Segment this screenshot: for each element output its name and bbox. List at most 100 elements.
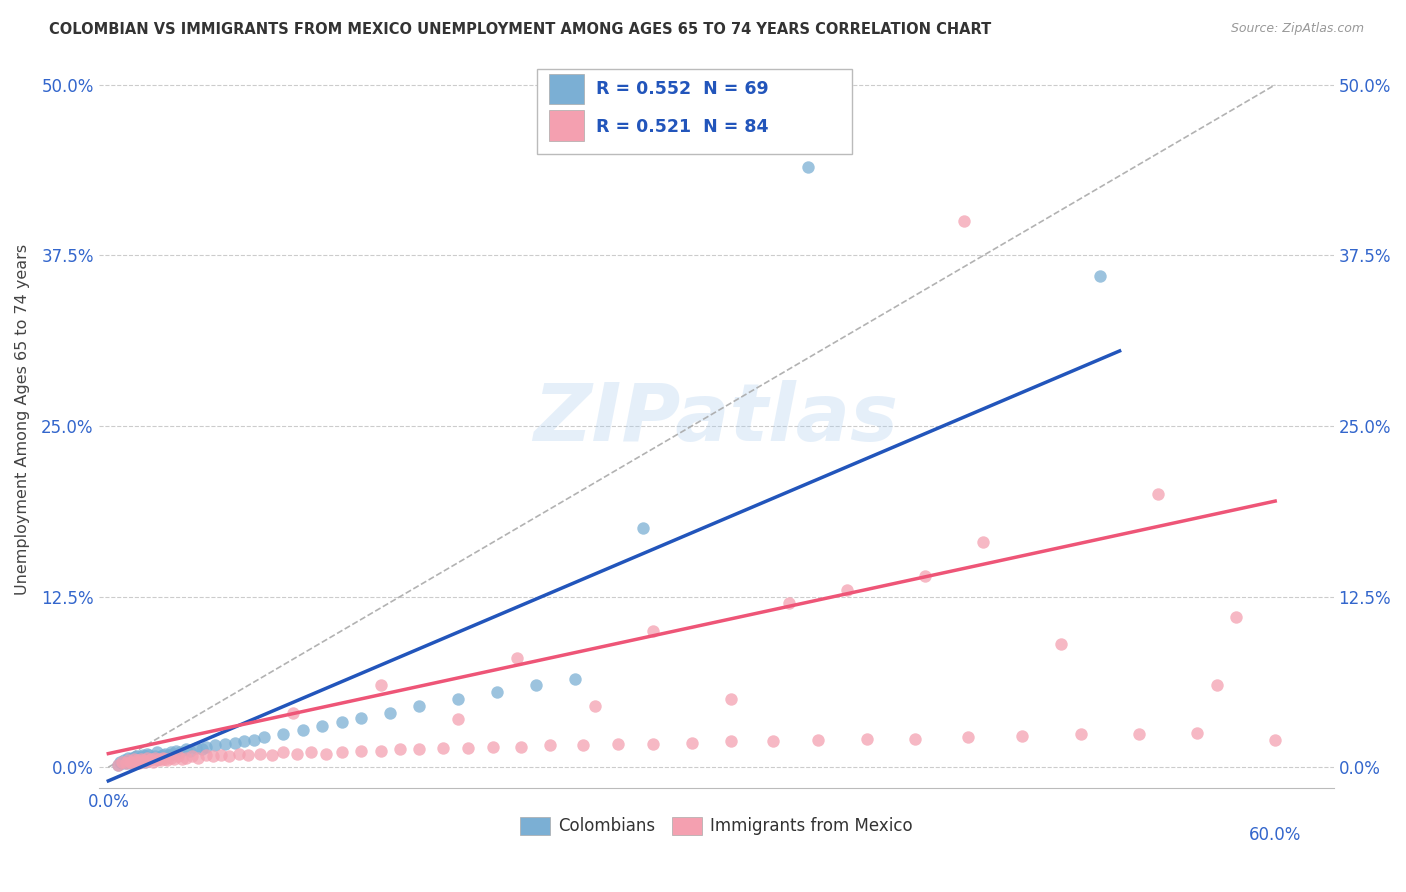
Point (855, 731, 877, 746)
Point (238, 747, 260, 762)
Point (107, 757, 129, 772)
Point (224, 736, 246, 750)
Point (538, 739, 561, 753)
Point (1050, 637, 1073, 651)
Point (797, 160, 820, 174)
Point (956, 730, 979, 744)
Point (583, 698, 606, 713)
Point (209, 747, 232, 762)
Point (153, 752, 176, 766)
Point (253, 730, 276, 744)
Text: 60.0%: 60.0% (1249, 826, 1302, 844)
Point (184, 741, 207, 756)
Point (720, 692, 742, 706)
Point (148, 752, 170, 766)
Point (273, 727, 295, 741)
Point (108, 755, 131, 769)
Point (118, 752, 141, 766)
Point (163, 752, 186, 766)
Point (181, 749, 204, 764)
Point (121, 750, 143, 764)
Point (121, 756, 143, 771)
Point (370, 744, 392, 758)
Point (169, 745, 191, 759)
Point (524, 678, 547, 692)
Point (134, 749, 156, 764)
Y-axis label: Unemployment Among Ages 65 to 74 years: Unemployment Among Ages 65 to 74 years (15, 244, 30, 595)
Point (124, 749, 146, 764)
Point (837, 582, 859, 597)
Point (1070, 727, 1092, 741)
Point (122, 752, 145, 766)
Point (778, 597, 800, 611)
Point (139, 752, 162, 766)
Point (350, 744, 373, 758)
Point (152, 750, 174, 764)
Text: COLOMBIAN VS IMMIGRANTS FROM MEXICO UNEMPLOYMENT AMONG AGES 65 TO 74 YEARS CORRE: COLOMBIAN VS IMMIGRANTS FROM MEXICO UNEM… (49, 22, 991, 37)
Point (681, 736, 703, 750)
Point (124, 755, 146, 769)
Point (218, 749, 240, 764)
Point (124, 755, 146, 769)
Point (111, 755, 134, 769)
Point (152, 747, 174, 762)
Point (149, 749, 172, 764)
Point (249, 747, 271, 761)
Point (132, 753, 155, 767)
Point (564, 672, 586, 686)
Point (190, 742, 212, 756)
Point (720, 734, 742, 748)
Point (136, 747, 159, 761)
Point (174, 750, 197, 764)
Point (408, 742, 430, 756)
Point (131, 750, 153, 764)
Point (146, 752, 169, 766)
Point (128, 756, 150, 771)
Point (122, 756, 145, 771)
Point (159, 745, 181, 759)
Point (159, 750, 181, 764)
Point (165, 744, 187, 758)
Point (138, 753, 160, 767)
Point (139, 752, 162, 766)
Point (187, 750, 209, 764)
Point (350, 711, 373, 725)
Point (214, 737, 236, 751)
Point (273, 745, 295, 759)
Point (506, 651, 529, 665)
Point (107, 757, 129, 772)
Point (380, 706, 402, 720)
Point (127, 753, 149, 767)
Point (285, 747, 308, 761)
Point (370, 678, 392, 692)
Point (202, 749, 225, 764)
Point (299, 745, 322, 759)
Point (117, 755, 139, 769)
Point (243, 733, 266, 747)
Point (143, 750, 166, 764)
Point (330, 745, 353, 759)
Text: R = 0.552  N = 69: R = 0.552 N = 69 (596, 80, 769, 98)
Point (118, 755, 141, 769)
Legend: Colombians, Immigrants from Mexico: Colombians, Immigrants from Mexico (513, 810, 920, 842)
Text: Source: ZipAtlas.com: Source: ZipAtlas.com (1230, 22, 1364, 36)
Point (117, 750, 139, 764)
Point (1225, 610, 1247, 624)
Point (228, 747, 250, 761)
Point (606, 737, 628, 751)
Point (1011, 729, 1033, 743)
Point (134, 755, 156, 769)
Point (1128, 727, 1150, 741)
Point (486, 685, 509, 699)
FancyBboxPatch shape (550, 73, 583, 104)
Point (157, 747, 180, 762)
Point (482, 739, 505, 754)
Point (174, 742, 197, 756)
Point (146, 753, 169, 767)
Point (1187, 726, 1209, 740)
Point (1088, 268, 1111, 283)
Point (131, 752, 153, 766)
Point (447, 692, 470, 706)
Point (142, 750, 165, 764)
Point (762, 734, 785, 748)
